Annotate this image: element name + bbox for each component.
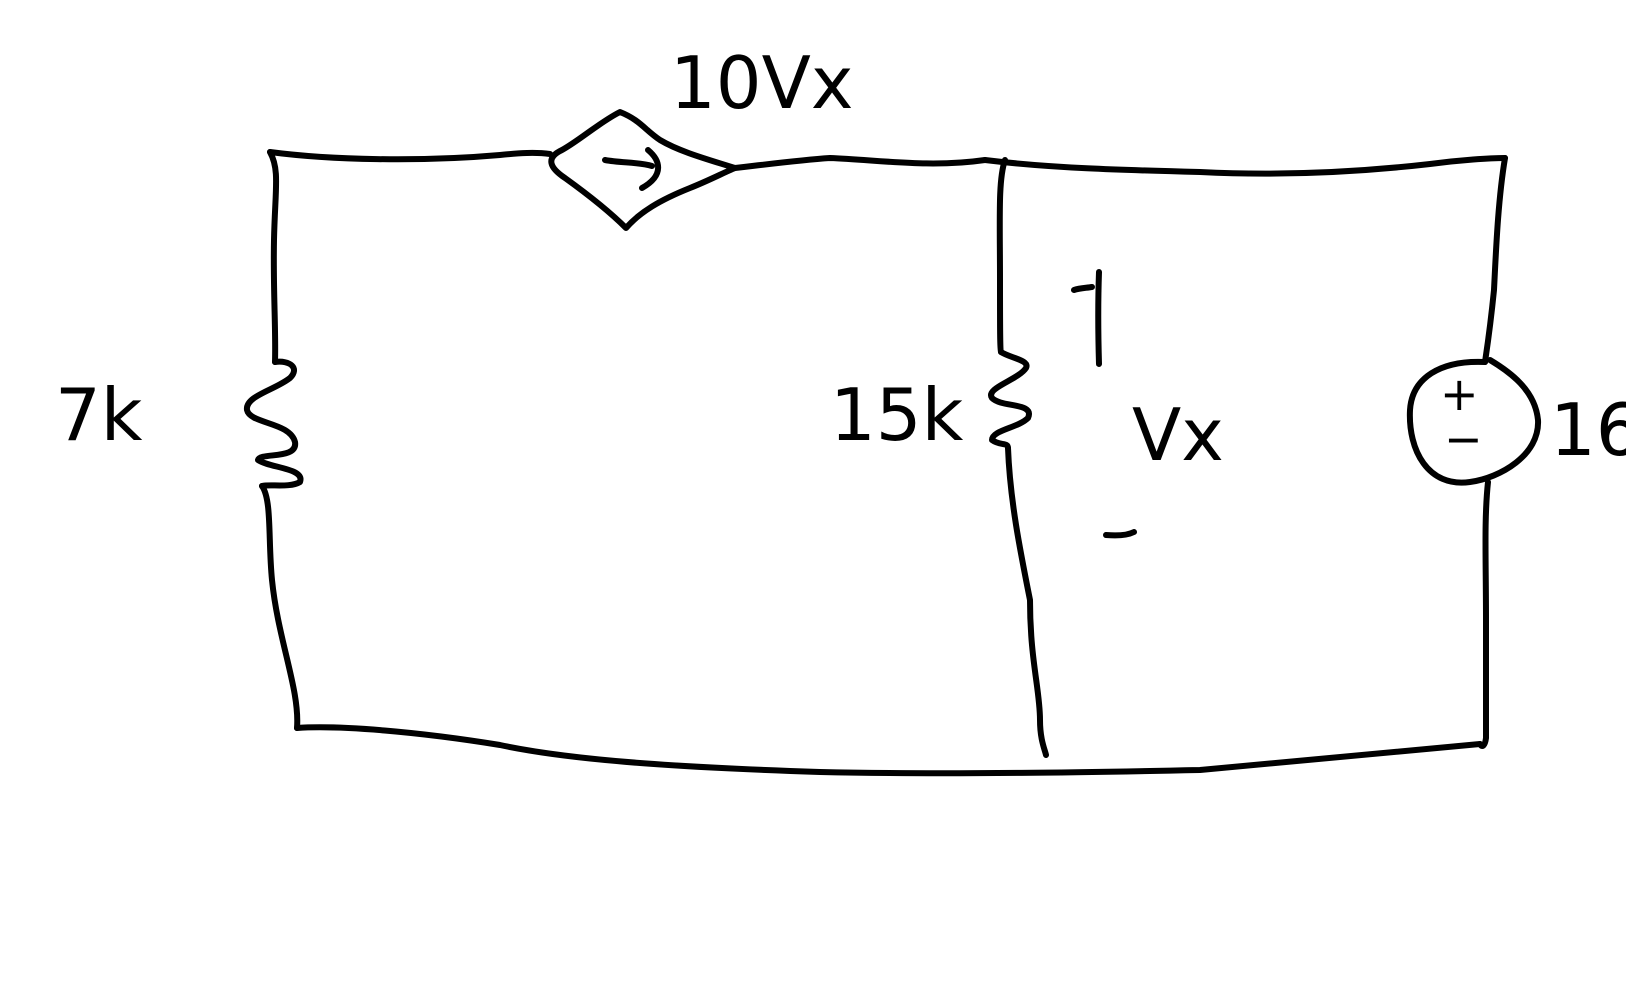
arrow-right-icon — [602, 147, 662, 191]
vx-minus-mark-icon — [1103, 529, 1137, 539]
diamond-shape-icon — [548, 109, 738, 231]
voltage-source-label: 16 — [1550, 388, 1626, 472]
middle-resistor-label: 15k — [830, 373, 964, 457]
vx-label: Vx — [1132, 393, 1224, 477]
wire-left-top — [267, 149, 280, 365]
source-minus-sign: − — [1444, 412, 1483, 466]
vx-plus-mark-icon — [1071, 269, 1102, 367]
dependent-source-label: 10Vx — [670, 41, 853, 125]
wire-top-right — [982, 155, 1508, 177]
source-plus-sign: + — [1440, 367, 1479, 421]
wire-middle-top — [996, 157, 1008, 355]
wire-right-bottom — [1477, 479, 1491, 749]
dependent-current-source — [548, 109, 738, 231]
wire-top-middle — [732, 155, 988, 171]
left-resistor-label: 7k — [55, 373, 143, 457]
middle-resistor-icon — [988, 349, 1032, 451]
wire-right-top — [1482, 155, 1508, 365]
wire-middle-bottom — [1005, 445, 1049, 758]
wire-top-left — [267, 149, 553, 163]
left-resistor-icon — [244, 358, 304, 489]
voltage-source-circle-icon — [1406, 357, 1542, 486]
wire-bottom — [294, 724, 1483, 777]
wire-left-bottom — [259, 483, 301, 731]
